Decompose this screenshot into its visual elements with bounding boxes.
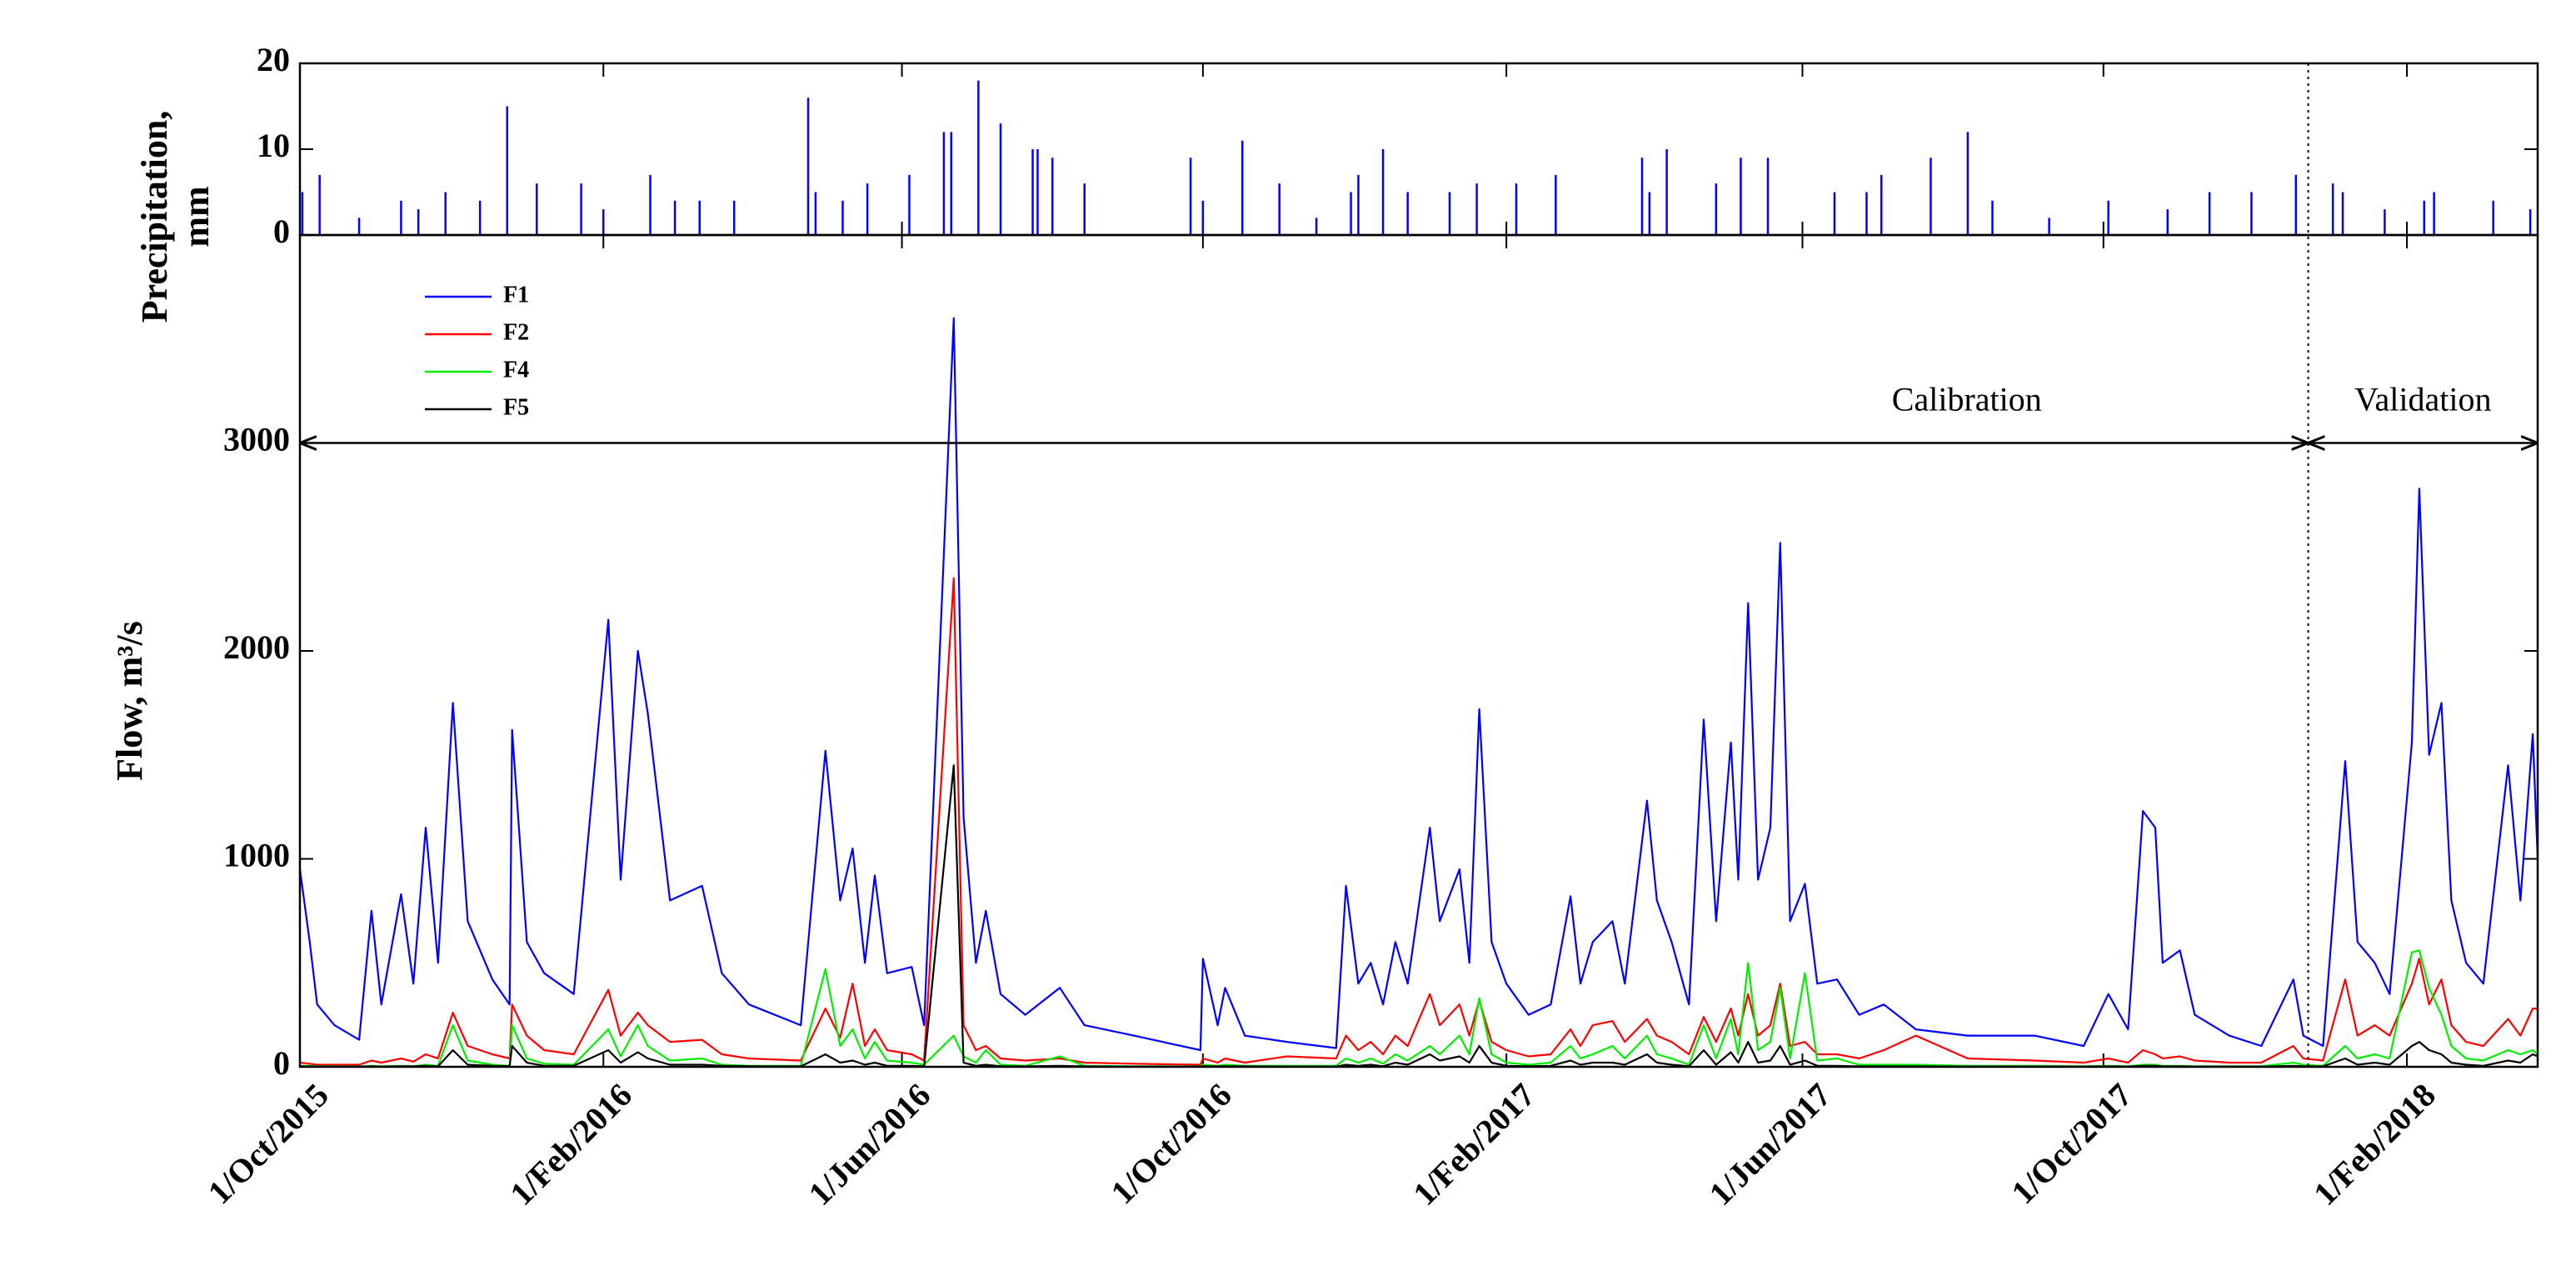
y-axis-label: mm: [176, 186, 217, 247]
x-tick-label: 1/Oct/2017: [2004, 1076, 2139, 1211]
flow-line: [299, 577, 2538, 1066]
x-tick-label: 1/Feb/2017: [1405, 1076, 1542, 1213]
x-tick-label: 1/Oct/2015: [201, 1076, 336, 1211]
y-tick-label: 1000: [223, 837, 290, 874]
period-label: Calibration: [1892, 381, 2042, 418]
y-tick-label: 20: [257, 41, 290, 78]
plot-frame: [298, 233, 2539, 1068]
x-tick-label: 1/Feb/2018: [2306, 1076, 2443, 1213]
x-tick-label: 1/Jun/2016: [801, 1076, 938, 1213]
legend-label: F1: [503, 282, 529, 308]
y-tick-label: 0: [273, 213, 290, 250]
flow-line: [298, 317, 2539, 1052]
y-axis-label: Flow, m³/s: [109, 621, 150, 781]
legend-label: F4: [503, 357, 529, 383]
y-tick-label: 10: [257, 127, 290, 164]
y-tick-label: 3000: [223, 421, 290, 458]
y-tick-label: 0: [273, 1044, 290, 1082]
x-tick-label: 1/Feb/2016: [502, 1076, 639, 1213]
flow-line: [300, 949, 2539, 1068]
legend-label: F2: [503, 319, 529, 345]
period-label: Validation: [2354, 381, 2491, 418]
legend-label: F5: [503, 394, 529, 420]
x-tick-label: 1/Jun/2017: [1701, 1076, 1838, 1213]
x-tick-label: 1/Oct/2016: [1104, 1076, 1239, 1211]
y-tick-label: 2000: [223, 628, 290, 666]
plot-frame: [298, 62, 2539, 237]
y-axis-label: Precipitation,: [134, 111, 175, 323]
